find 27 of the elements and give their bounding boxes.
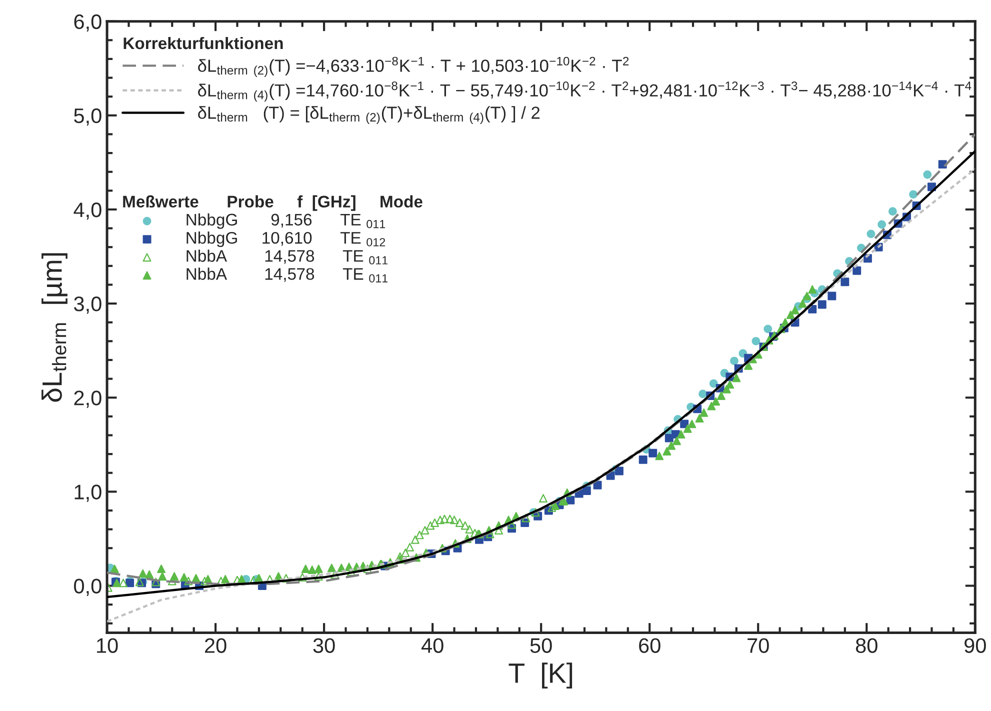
legend-label: NbbgG 10,610 TE $_{012}$ (186, 232, 386, 248)
x-tick-label: 90 (964, 638, 986, 653)
x-tick-label: 50 (530, 638, 552, 653)
text: δL$_{therm (2)}$(T) =−4,633·10$^{−8}$K$^{−1}$ · T + 10,503·10$^{−10}$K$^{−2}$ · T$^{2}$ (198, 56, 629, 78)
x-tick-label: 20 (205, 638, 226, 653)
y-tick-label: 6,0 (74, 14, 102, 32)
text: δL$_{therm}$ (T) = [δL$_{therm (2)}$(T)+δL$_{therm (4)}$(T) ] / 2 (198, 106, 540, 124)
legend-label: NbbA 14,578 TE $_{011}$ (186, 268, 388, 282)
x-tick-label: 70 (748, 638, 769, 653)
y-tick-label: 2,0 (74, 390, 102, 408)
x-tick-label: 60 (639, 638, 660, 653)
x-tick-label: 10 (97, 638, 118, 653)
x-axis-title: T [K] (508, 662, 572, 689)
y-tick-label: 5,0 (74, 108, 102, 126)
legend-label: NbbA 14,578 TE $_{011}$ (186, 250, 388, 264)
x-tick-label: 80 (856, 638, 878, 653)
text: δL$_{therm (4)}$(T) =14,760·10$^{−8}$K$^{−1}$ · T − 55,749·10$^{−10}$K$^{−2}$ · T$^{2}$+92,481·10$^{−12}$K$^{−3}$ · T$^{3}$− 45,288·10$^{−14}$K$^{−4}$ · T$^{4}$ (198, 81, 972, 102)
annotation: Meßwerte Probe f [GHz] Mode (123, 195, 422, 211)
y-tick-label: 4,0 (74, 202, 102, 220)
y-tick-label: 0,0 (74, 578, 102, 596)
y-tick-label: 3,0 (74, 296, 102, 314)
x-tick-label: 40 (421, 638, 444, 653)
y-tick-label: 1,0 (74, 484, 102, 502)
x-tick-label: 30 (313, 638, 335, 653)
legend-title: Korrekturfunktionen (124, 36, 283, 50)
legend-label: NbbgG 9,156 TE $_{011}$ (186, 213, 386, 229)
y-axis-title: δL$_{therm}$ [µm] (42, 253, 68, 402)
